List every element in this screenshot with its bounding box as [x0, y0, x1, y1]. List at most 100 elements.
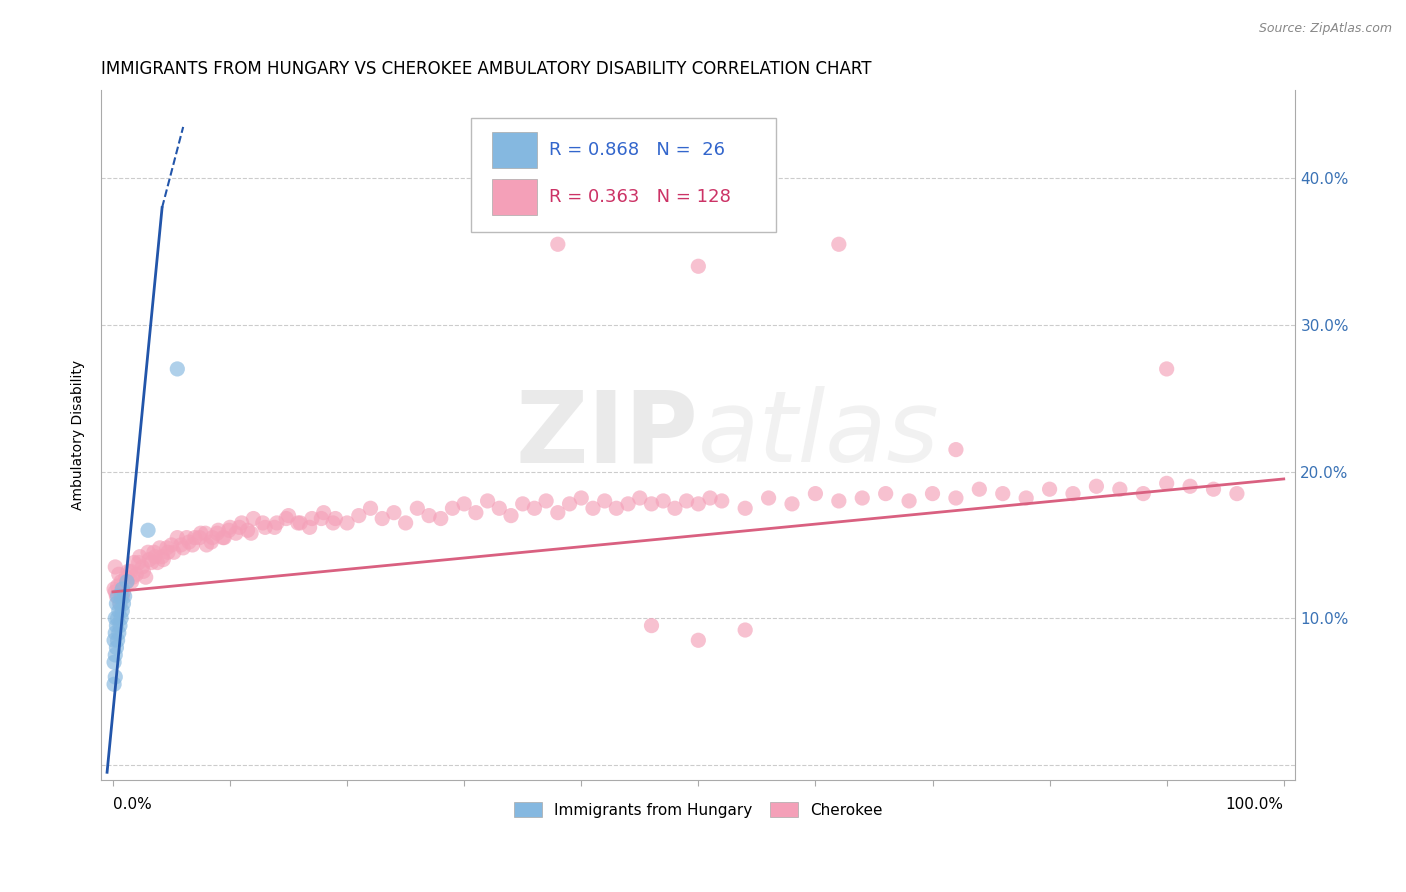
- Point: [160, 538, 183, 552]
- Point: [242, 511, 264, 525]
- Point: [110, 589, 132, 603]
- Point: [277, 508, 299, 523]
- Point: [107, 579, 129, 593]
- Point: [156, 545, 179, 559]
- Point: [107, 567, 129, 582]
- Point: [311, 511, 333, 525]
- Point: [107, 633, 129, 648]
- Point: [640, 497, 662, 511]
- Point: [453, 497, 475, 511]
- Point: [1039, 482, 1062, 496]
- Point: [325, 511, 347, 525]
- Point: [371, 511, 394, 525]
- Point: [104, 560, 127, 574]
- Point: [1178, 479, 1201, 493]
- Point: [170, 538, 193, 552]
- Point: [617, 497, 640, 511]
- Point: [228, 520, 250, 534]
- Point: [138, 552, 160, 566]
- Point: [194, 526, 217, 541]
- Point: [758, 491, 780, 505]
- Point: [156, 541, 179, 555]
- Point: [969, 482, 991, 496]
- Y-axis label: Ambulatory Disability: Ambulatory Disability: [72, 359, 86, 510]
- Point: [1015, 491, 1038, 505]
- Point: [429, 511, 451, 525]
- Point: [394, 516, 416, 530]
- Point: [117, 565, 139, 579]
- Point: [828, 494, 851, 508]
- Point: [172, 541, 194, 555]
- Point: [312, 506, 335, 520]
- Point: [266, 516, 288, 530]
- Point: [347, 508, 370, 523]
- Point: [488, 501, 510, 516]
- Point: [382, 506, 405, 520]
- Point: [921, 486, 943, 500]
- Point: [628, 491, 651, 505]
- Text: R = 0.868   N =  26: R = 0.868 N = 26: [550, 141, 725, 160]
- Point: [1156, 476, 1178, 491]
- Point: [112, 585, 135, 599]
- Point: [828, 237, 851, 252]
- Point: [121, 570, 143, 584]
- Point: [114, 589, 136, 603]
- Point: [110, 574, 132, 589]
- Point: [103, 582, 125, 596]
- Point: [734, 623, 756, 637]
- Point: [104, 626, 127, 640]
- Point: [121, 574, 143, 589]
- Point: [103, 677, 125, 691]
- Point: [276, 511, 298, 525]
- Point: [301, 511, 323, 525]
- Point: [104, 648, 127, 662]
- Point: [558, 497, 581, 511]
- Point: [477, 494, 499, 508]
- Point: [360, 501, 382, 516]
- Point: [163, 545, 186, 559]
- Point: [181, 538, 204, 552]
- Point: [135, 570, 157, 584]
- Point: [105, 618, 128, 632]
- Point: [523, 501, 546, 516]
- Bar: [492, 132, 537, 169]
- Point: [131, 560, 153, 574]
- Point: [851, 491, 873, 505]
- Point: [252, 516, 274, 530]
- Point: [128, 549, 150, 564]
- FancyBboxPatch shape: [471, 118, 776, 232]
- Point: [207, 523, 229, 537]
- Point: [111, 582, 134, 596]
- Text: Source: ZipAtlas.com: Source: ZipAtlas.com: [1258, 22, 1392, 36]
- Point: [108, 597, 131, 611]
- Point: [640, 618, 662, 632]
- Point: [212, 531, 235, 545]
- Text: IMMIGRANTS FROM HUNGARY VS CHEROKEE AMBULATORY DISABILITY CORRELATION CHART: IMMIGRANTS FROM HUNGARY VS CHEROKEE AMBU…: [101, 60, 872, 78]
- Point: [128, 556, 150, 570]
- Point: [105, 589, 128, 603]
- Point: [200, 535, 222, 549]
- Point: [150, 549, 173, 564]
- Point: [110, 611, 132, 625]
- Point: [734, 501, 756, 516]
- Point: [103, 633, 125, 648]
- Point: [132, 565, 155, 579]
- Point: [254, 520, 277, 534]
- Text: 100.0%: 100.0%: [1226, 797, 1284, 812]
- Legend: Immigrants from Hungary, Cherokee: Immigrants from Hungary, Cherokee: [508, 796, 889, 823]
- Point: [287, 516, 309, 530]
- Point: [143, 549, 166, 564]
- Point: [605, 501, 627, 516]
- Point: [441, 501, 464, 516]
- Point: [107, 604, 129, 618]
- Point: [115, 574, 138, 589]
- Point: [1085, 479, 1108, 493]
- Point: [664, 501, 686, 516]
- Point: [190, 526, 212, 541]
- Point: [108, 597, 131, 611]
- Point: [108, 618, 131, 632]
- Point: [107, 626, 129, 640]
- Point: [804, 486, 827, 500]
- Point: [176, 531, 198, 545]
- Point: [112, 597, 135, 611]
